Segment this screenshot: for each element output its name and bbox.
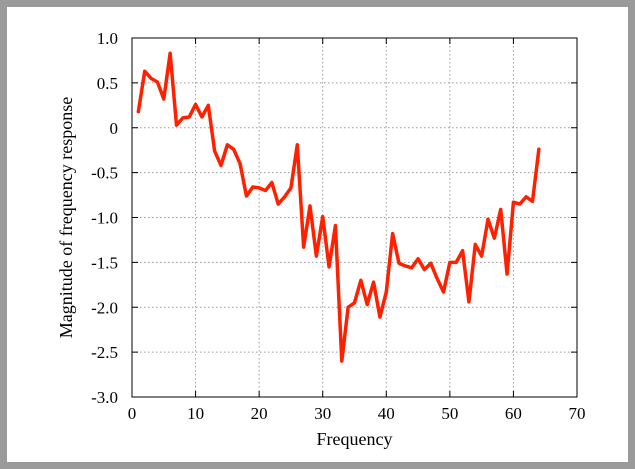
data-point bbox=[289, 186, 292, 189]
data-point bbox=[436, 277, 439, 280]
x-tick-label: 40 bbox=[378, 404, 395, 423]
data-point bbox=[340, 360, 343, 363]
y-tick-label: -0.5 bbox=[91, 164, 118, 183]
data-point bbox=[258, 186, 261, 189]
x-tick-label: 20 bbox=[251, 404, 268, 423]
data-point bbox=[398, 262, 401, 265]
data-point bbox=[525, 195, 528, 198]
plot-area bbox=[131, 37, 578, 398]
data-point bbox=[518, 203, 521, 206]
data-point bbox=[277, 203, 280, 206]
data-point bbox=[378, 316, 381, 319]
x-tick-label: 50 bbox=[441, 404, 458, 423]
data-point bbox=[410, 266, 413, 269]
y-tick-label: -1.0 bbox=[91, 209, 118, 228]
data-point bbox=[162, 98, 165, 101]
data-point bbox=[417, 257, 420, 260]
data-point bbox=[137, 110, 140, 113]
data-point bbox=[264, 189, 267, 192]
data-point bbox=[232, 148, 235, 151]
data-point bbox=[321, 215, 324, 218]
y-tick-label: -1.5 bbox=[91, 253, 118, 272]
data-point bbox=[480, 255, 483, 258]
data-point bbox=[448, 261, 451, 264]
data-point bbox=[423, 268, 426, 271]
data-point bbox=[455, 261, 458, 264]
data-point bbox=[169, 52, 172, 55]
data-point bbox=[429, 262, 432, 265]
data-point bbox=[347, 306, 350, 309]
data-point bbox=[245, 194, 248, 197]
data-point bbox=[537, 148, 540, 151]
data-point bbox=[220, 164, 223, 167]
data-point bbox=[474, 243, 477, 246]
data-point bbox=[302, 246, 305, 249]
data-point bbox=[442, 290, 445, 293]
data-point bbox=[270, 181, 273, 184]
grid bbox=[132, 38, 577, 397]
data-point bbox=[487, 218, 490, 221]
y-tick-label: 1.0 bbox=[97, 29, 118, 48]
data-point bbox=[207, 104, 210, 107]
data-point bbox=[175, 124, 178, 127]
data-point bbox=[461, 249, 464, 252]
data-point bbox=[315, 255, 318, 258]
data-point bbox=[493, 237, 496, 240]
data-point bbox=[366, 303, 369, 306]
x-tick-label: 70 bbox=[569, 404, 586, 423]
data-point bbox=[200, 115, 203, 118]
x-tick-label: 30 bbox=[314, 404, 331, 423]
y-tick-label: -2.0 bbox=[91, 298, 118, 317]
data-point bbox=[385, 290, 388, 293]
axis-ticks: 0 10 20 30 40 50 60 70 1.0 0.5 0 -0.5 -1.0 -1.5 -2.0 -2… bbox=[91, 29, 585, 423]
data-point bbox=[213, 150, 216, 153]
x-tick-label: 0 bbox=[128, 404, 137, 423]
data-point bbox=[239, 162, 242, 165]
data-point bbox=[334, 224, 337, 227]
data-point bbox=[309, 204, 312, 207]
data-point bbox=[156, 80, 159, 83]
series-line bbox=[136, 51, 541, 363]
y-tick-label: -3.0 bbox=[91, 388, 118, 407]
data-point bbox=[467, 300, 470, 303]
data-point bbox=[181, 116, 184, 119]
data-point bbox=[531, 200, 534, 203]
data-point bbox=[251, 185, 254, 188]
data-point bbox=[143, 70, 146, 73]
data-point bbox=[506, 273, 509, 276]
data-point bbox=[499, 208, 502, 211]
data-point bbox=[512, 201, 515, 204]
y-axis-label: Magnitude of frequency response bbox=[56, 97, 76, 338]
data-point bbox=[328, 265, 331, 268]
data-point bbox=[150, 77, 153, 80]
x-tick-label: 10 bbox=[187, 404, 204, 423]
y-tick-label: 0 bbox=[110, 119, 119, 138]
y-tick-label: -2.5 bbox=[91, 343, 118, 362]
data-point bbox=[194, 103, 197, 106]
x-axis-label: Frequency bbox=[317, 429, 393, 449]
x-tick-label: 60 bbox=[505, 404, 522, 423]
data-point bbox=[188, 115, 191, 118]
data-point bbox=[353, 301, 356, 304]
data-point bbox=[404, 264, 407, 267]
data-point bbox=[296, 143, 299, 146]
data-point bbox=[226, 143, 229, 146]
data-point bbox=[372, 281, 375, 284]
data-point bbox=[283, 195, 286, 198]
data-point bbox=[359, 279, 362, 282]
y-tick-label: 0.5 bbox=[97, 74, 118, 93]
data-point bbox=[391, 232, 394, 235]
